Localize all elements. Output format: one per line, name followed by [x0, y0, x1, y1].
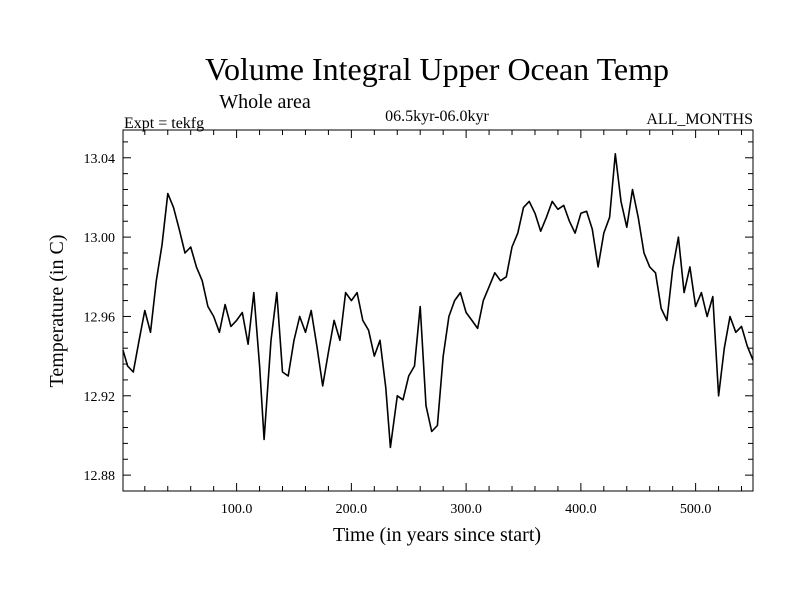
y-tick-label: 13.00 — [84, 231, 116, 246]
y-tick-label: 12.92 — [84, 390, 116, 405]
period-label: 06.5kyr-06.0kyr — [385, 108, 489, 125]
x-tick-label: 500.0 — [680, 502, 712, 517]
series-line — [122, 153, 754, 449]
x-tick-label: 400.0 — [565, 502, 597, 517]
y-tick-label: 12.88 — [84, 469, 116, 484]
series-layer — [122, 153, 754, 449]
months-label: ALL_MONTHS — [646, 111, 753, 128]
axis-tick-labels: 100.0 200.0 300.0 400.0 500.0 12.88 12.92 12.96… — [84, 152, 712, 517]
x-tick-label: 200.0 — [336, 502, 368, 517]
x-tick-label: 300.0 — [450, 502, 482, 517]
y-tick-label: 13.04 — [84, 152, 116, 167]
x-tick-label: 100.0 — [221, 502, 253, 517]
y-axis-label: Temperature (in C) — [46, 235, 68, 388]
x-axis-label: Time (in years since start) — [333, 524, 541, 546]
plot-frame — [122, 129, 754, 492]
y-tick-label: 12.96 — [84, 310, 116, 325]
axis-ticks — [123, 130, 753, 491]
experiment-label: Expt = tekfg — [124, 115, 204, 132]
chart-title: Volume Integral Upper Ocean Temp — [205, 51, 669, 87]
chart-subtitle: Whole area — [219, 91, 311, 113]
